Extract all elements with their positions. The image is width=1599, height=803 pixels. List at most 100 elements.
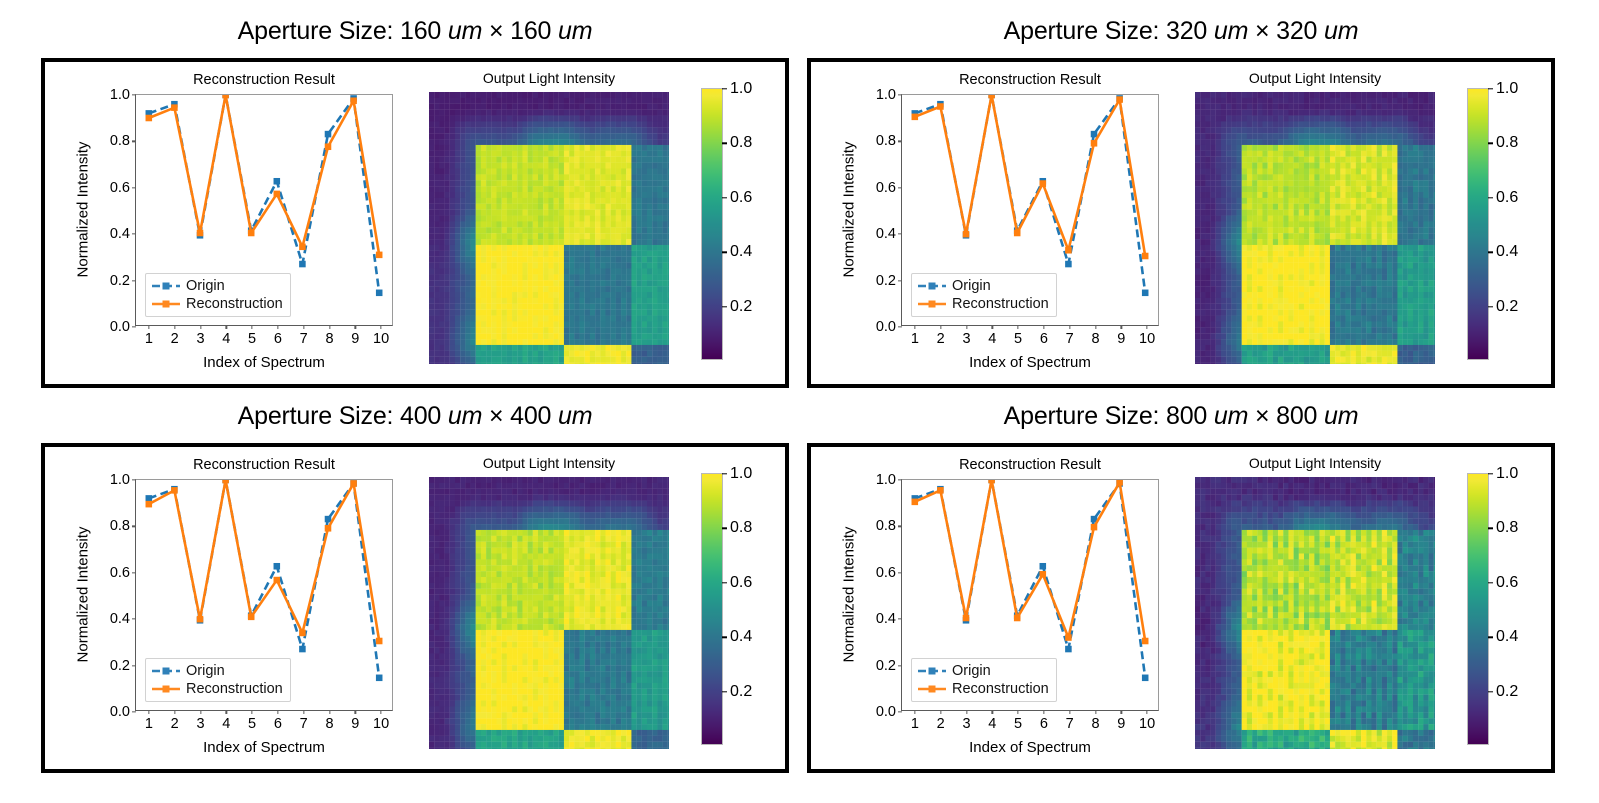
series-marker-reconstruction <box>1116 96 1123 103</box>
y-tick-mark <box>132 572 136 574</box>
y-axis-label: Normalized Intensity <box>840 141 858 278</box>
series-marker-origin <box>911 110 919 117</box>
x-tick-mark <box>199 710 202 714</box>
x-tick-label: 8 <box>325 331 334 347</box>
panel-title-400: Aperture Size: 400 um × 400 um <box>237 402 593 430</box>
series-marker-origin <box>299 260 306 268</box>
series-marker-origin <box>1090 130 1098 138</box>
series-marker-reconstruction <box>988 480 995 484</box>
y-tick-label: 0.2 <box>109 272 130 289</box>
aperture-panel-400: Aperture Size: 400 um × 400 um Reconstruc… <box>41 403 789 773</box>
x-tick-label: 10 <box>373 716 390 732</box>
legend-label: Reconstruction <box>186 681 283 697</box>
x-tick-label: 2 <box>936 716 945 732</box>
y-tick-label: 0.4 <box>109 226 130 243</box>
series-line-origin <box>914 95 1147 293</box>
x-tick-mark <box>380 325 382 329</box>
y-tick-label: 0.0 <box>109 704 130 720</box>
y-tick-label: 0.2 <box>109 657 130 674</box>
series-marker-reconstruction <box>1039 571 1047 578</box>
x-tick-label: 6 <box>1039 331 1048 347</box>
colorbar-tick-label: 0.4 <box>1496 243 1519 261</box>
x-tick-mark <box>991 325 993 329</box>
series-marker-origin <box>299 645 306 653</box>
legend-swatch-reconstruction <box>152 685 180 693</box>
x-tick-mark <box>1094 325 1097 329</box>
y-tick-label: 0.2 <box>875 657 896 674</box>
series-line-origin <box>148 480 381 678</box>
image-title: Output Light Intensity <box>1248 70 1382 86</box>
legend-swatch-origin <box>918 282 946 290</box>
x-tick-label: 3 <box>196 716 205 732</box>
series-line-origin <box>914 480 1147 678</box>
reconstruction-chart: Reconstruction Result 0.0 0.2 0.4 0.6 0.8 1.0 1… <box>823 66 1183 384</box>
series-marker-reconstruction <box>988 95 995 99</box>
chart-title: Reconstruction Result <box>193 457 335 473</box>
y-tick-mark <box>132 479 136 481</box>
intensity-pixels <box>1195 477 1435 749</box>
series-marker-reconstruction <box>911 498 919 506</box>
series-marker-reconstruction <box>273 190 281 198</box>
colorbar-tick-label: 0.2 <box>730 297 753 315</box>
x-tick-mark <box>225 710 227 714</box>
series-canvas <box>911 95 1149 297</box>
x-tick-mark <box>914 710 916 714</box>
series-marker-reconstruction <box>375 637 383 645</box>
x-tick-label: 7 <box>299 331 308 347</box>
series-marker-origin <box>375 674 383 682</box>
series-marker-origin <box>145 110 153 117</box>
panel-frame-800: Reconstruction Result 0.0 0.2 0.4 0.6 0.8 1.0 1… <box>807 443 1555 773</box>
intensity-pixels <box>429 92 669 364</box>
y-tick-mark <box>898 479 902 481</box>
series-marker-reconstruction <box>1141 252 1149 260</box>
x-tick-mark <box>1017 710 1019 714</box>
reconstruction-chart: Reconstruction Result 0.0 0.2 0.4 0.6 0.8 1.0 1… <box>57 66 417 384</box>
plot-area: 0.0 0.2 0.4 0.6 0.8 1.0 1 2 3 4 5 6 7 8 9 10 Origin Recon… <box>110 87 393 347</box>
series-marker-origin <box>911 495 919 502</box>
series-marker-reconstruction <box>247 229 255 237</box>
x-tick-label: 7 <box>1065 331 1074 347</box>
colorbar-tick-label: 0.8 <box>1496 134 1519 152</box>
series-marker-origin <box>171 100 178 108</box>
y-tick-mark <box>898 233 902 235</box>
panel-frame-400: Reconstruction Result 0.0 0.2 0.4 0.6 0.8 1.0 1… <box>41 443 789 773</box>
x-tick-label: 9 <box>351 716 360 732</box>
x-tick-label: 4 <box>222 331 231 347</box>
x-tick-mark <box>277 710 279 714</box>
series-canvas <box>911 480 1149 682</box>
y-tick-label: 0.0 <box>875 319 896 335</box>
colorbar-tick-label: 0.6 <box>1496 573 1519 591</box>
chart-legend: Origin Reconstruction <box>145 658 291 702</box>
series-marker-reconstruction <box>1116 480 1123 486</box>
x-tick-label: 6 <box>273 331 282 347</box>
legend-entry-reconstruction: Reconstruction <box>151 296 283 312</box>
colorbar-tick-label: 1.0 <box>730 465 753 482</box>
plot-area: 0.0 0.2 0.4 0.6 0.8 1.0 1 2 3 4 5 6 7 8 9 10 Origin Recon… <box>110 472 393 732</box>
x-tick-label: 2 <box>170 716 179 732</box>
series-marker-reconstruction <box>937 487 944 494</box>
legend-entry-origin: Origin <box>917 278 1049 294</box>
x-tick-mark <box>1120 710 1122 714</box>
series-marker-reconstruction <box>299 243 306 251</box>
colorbar-tick-mark <box>1488 527 1493 530</box>
colorbar-tick-label: 0.8 <box>730 519 753 537</box>
colorbar-tick-label: 1.0 <box>730 80 753 97</box>
colorbar-tick-mark <box>1488 582 1493 584</box>
legend-swatch-origin <box>152 667 180 675</box>
x-tick-label: 5 <box>1014 331 1023 347</box>
legend-swatch-origin <box>152 282 180 290</box>
legend-swatch-origin <box>918 667 946 675</box>
x-tick-mark <box>1069 710 1071 714</box>
series-marker-reconstruction <box>937 103 944 110</box>
colorbar-tick-mark <box>1488 142 1493 145</box>
series-marker-origin <box>273 562 281 570</box>
x-tick-label: 1 <box>144 716 153 732</box>
y-axis-label: Normalized Intensity <box>74 141 92 278</box>
reconstruction-chart: Reconstruction Result 0.0 0.2 0.4 0.6 0.8 1.0 1… <box>823 451 1183 769</box>
legend-swatch-reconstruction <box>152 300 180 308</box>
series-canvas <box>145 480 383 682</box>
y-tick-label: 0.6 <box>875 179 896 196</box>
x-tick-label: 3 <box>196 331 205 347</box>
y-tick-mark <box>132 618 136 620</box>
